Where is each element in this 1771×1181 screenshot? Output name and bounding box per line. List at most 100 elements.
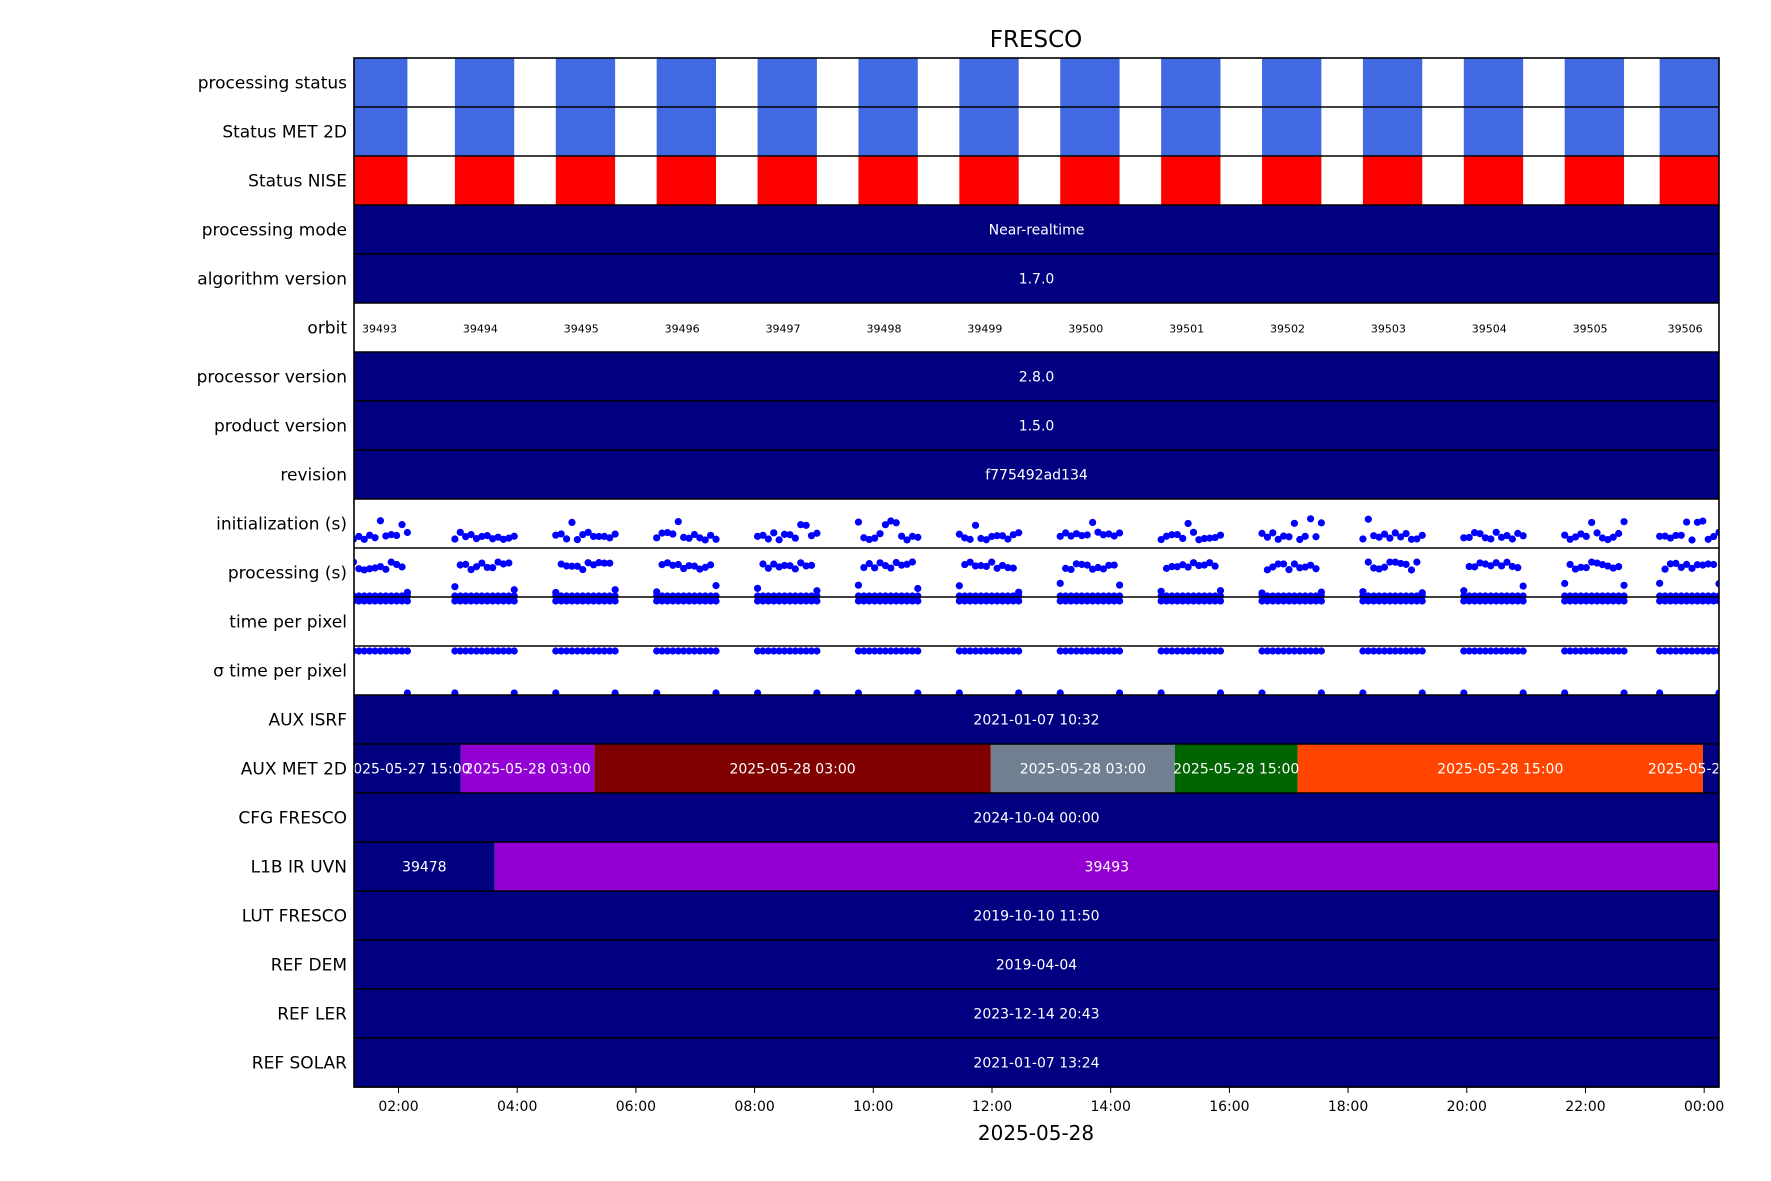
scatter-point <box>887 597 895 605</box>
scatter-point <box>1492 559 1500 567</box>
scatter-point <box>988 647 996 655</box>
scatter-point <box>961 647 969 655</box>
scatter-point <box>680 597 688 605</box>
scatter-point <box>982 562 990 570</box>
scatter-point <box>876 597 884 605</box>
scatter-point <box>456 561 464 569</box>
scatter-point <box>663 647 672 655</box>
scatter-point <box>1195 536 1203 544</box>
row-l1b-ir-uvn: 39478 39493 <box>354 842 1719 891</box>
scatter-point <box>797 597 805 605</box>
scatter-point <box>759 647 767 655</box>
row-label-product-version: product version <box>214 417 347 437</box>
scatter-point <box>1290 592 1298 600</box>
scatter-point <box>1476 530 1484 538</box>
scatter-point <box>606 647 614 655</box>
scatter-point <box>376 562 385 571</box>
scatter-point <box>1598 561 1607 569</box>
scatter-point <box>1094 647 1102 655</box>
scatter-point <box>600 532 608 540</box>
scatter-point <box>1391 597 1399 605</box>
scatter-point <box>966 592 974 600</box>
scatter-point <box>1460 534 1468 542</box>
scatter-point <box>1604 535 1612 544</box>
scatter-point <box>903 647 911 655</box>
scatter-point <box>505 592 513 600</box>
scatter-point <box>1009 564 1017 572</box>
scatter-point <box>589 597 598 605</box>
scatter-point <box>764 597 772 605</box>
status-block <box>555 107 616 156</box>
scatter-point <box>1380 597 1389 605</box>
scatter-point <box>510 597 518 605</box>
scatter-point <box>955 592 963 600</box>
scatter-point <box>1672 531 1680 540</box>
scatter-point <box>489 597 497 605</box>
scatter-point <box>1598 647 1607 655</box>
scatter-point <box>993 647 1001 655</box>
scatter-point <box>1715 580 1719 588</box>
scatter-point <box>1588 558 1596 566</box>
scatter-point <box>658 647 666 655</box>
scatter-point <box>1067 647 1075 655</box>
scatter-point <box>1380 647 1389 655</box>
scatter-point <box>988 532 996 541</box>
scatter-point <box>1577 597 1585 605</box>
scatter-point <box>611 647 619 655</box>
scatter-point <box>1661 597 1669 605</box>
scatter-point <box>1067 565 1075 574</box>
scatter-point <box>802 597 810 605</box>
scatter-point <box>1391 592 1399 600</box>
scatter-point <box>1615 529 1623 538</box>
scatter-point <box>786 592 794 600</box>
scatter-point <box>579 565 587 574</box>
scatter-point <box>1099 592 1108 600</box>
scatter-point <box>1508 535 1516 543</box>
scatter-point <box>1566 592 1574 600</box>
scatter-point <box>966 558 974 566</box>
scatter-point <box>462 533 470 541</box>
scatter-point <box>510 647 518 655</box>
scatter-point <box>791 647 799 655</box>
scatter-point <box>1683 518 1691 526</box>
scatter-point <box>753 592 762 600</box>
scatter-point <box>1056 592 1064 600</box>
row-label-algorithm-version: algorithm version <box>197 270 347 290</box>
x-axis-label: 2025-05-28 <box>978 1121 1094 1145</box>
scatter-point <box>1306 561 1315 569</box>
scatter-point <box>701 563 709 571</box>
scatter-point <box>1062 529 1070 537</box>
scatter-point <box>1004 564 1012 572</box>
scatter-point <box>701 592 709 600</box>
status-block <box>656 107 717 156</box>
scatter-point <box>1306 592 1315 600</box>
scatter-point <box>1072 560 1081 568</box>
scatter-point <box>903 560 911 568</box>
scatter-point <box>568 518 576 526</box>
scatter-point <box>1460 647 1468 655</box>
scatter-point <box>1216 647 1225 655</box>
scatter-point <box>1497 597 1506 605</box>
scatter-point <box>1216 531 1225 539</box>
scatter-point <box>494 597 502 605</box>
scatter-point <box>387 647 395 655</box>
scatter-point <box>961 592 969 600</box>
row-label-ref-solar: REF SOLAR <box>252 1054 347 1074</box>
scatter-point <box>451 535 459 543</box>
scatter-point <box>701 597 709 605</box>
scatter-point <box>393 647 401 655</box>
scatter-point <box>344 647 351 654</box>
band-segment <box>354 254 1719 303</box>
scatter-point <box>1105 647 1113 655</box>
scatter-point <box>344 588 351 595</box>
scatter-point <box>669 530 677 538</box>
scatter-point <box>1274 535 1282 543</box>
scatter-point <box>573 647 581 655</box>
scatter-point <box>1173 530 1181 539</box>
scatter-point <box>759 560 767 568</box>
scatter-point <box>669 592 677 600</box>
status-block <box>354 107 408 156</box>
scatter-point <box>1364 597 1372 605</box>
scatter-point <box>1677 531 1685 539</box>
x-tick-label: 16:00 <box>1209 1099 1249 1115</box>
